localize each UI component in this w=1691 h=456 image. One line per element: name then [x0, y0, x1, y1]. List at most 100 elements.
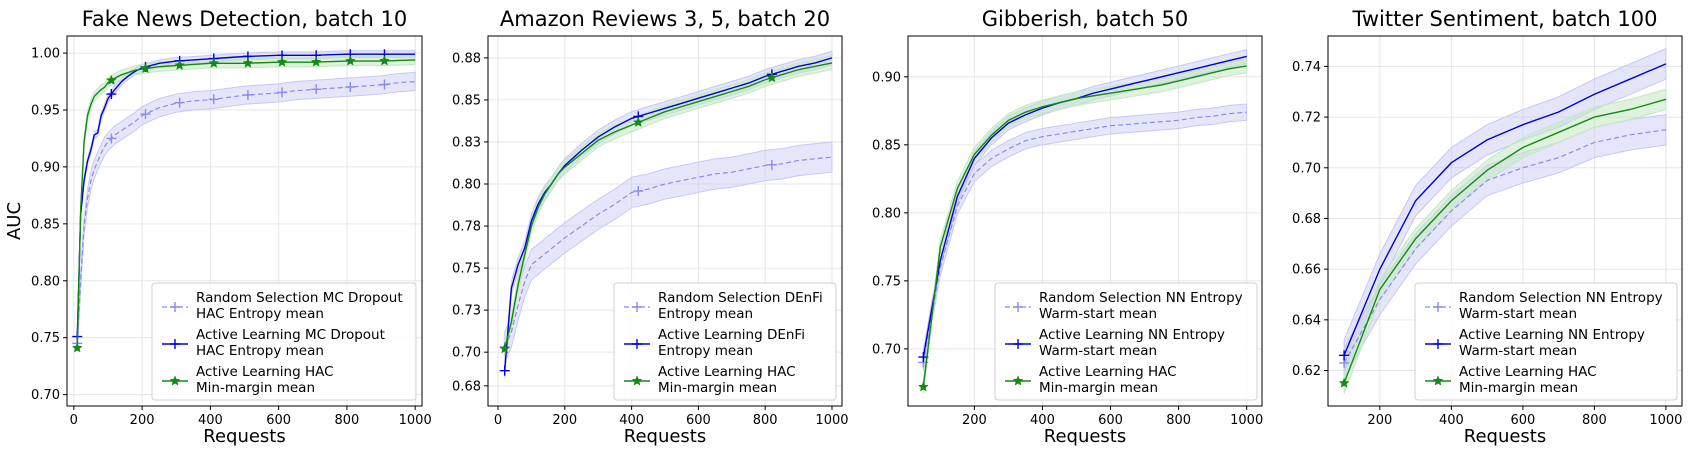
legend-label: Random Selection MC Dropout	[196, 290, 403, 306]
axes-frame	[1327, 35, 1683, 407]
data-point-marker	[242, 89, 253, 100]
y-tick-label: 0.88	[452, 51, 481, 66]
legend-label: HAC Entropy mean	[196, 306, 324, 322]
legend-marker	[1433, 339, 1443, 349]
x-axis-label: Requests	[624, 426, 707, 447]
data-point-marker	[140, 62, 151, 74]
data-point-marker	[499, 343, 511, 354]
chart-panel-4: 200 400 600 800 1000 0.62 0.64 0.66 0.68 0.70 0.72…	[1292, 7, 1683, 447]
data-point-marker	[310, 56, 322, 67]
chart-panel-1: 0 200 400 600 800 1000 0.70 0.75 0.80 0.85 0.90 0.9…	[4, 7, 432, 447]
data-point-marker	[174, 59, 186, 70]
data-point-marker	[344, 55, 356, 66]
legend-marker	[632, 339, 642, 349]
y-tick-label: 0.70	[872, 342, 901, 357]
series-line-2	[76, 53, 416, 337]
x-tick-label: 400	[1030, 413, 1055, 428]
series-line-3	[504, 62, 833, 349]
legend-box	[613, 282, 837, 401]
legend-label: Active Learning NN Entropy	[1039, 327, 1225, 343]
legend-label: Entropy mean	[658, 343, 753, 359]
data-point-marker	[379, 55, 390, 66]
legend-box	[994, 282, 1258, 401]
x-tick-label: 200	[130, 413, 155, 428]
x-tick-label: 600	[1098, 413, 1123, 428]
y-tick-label: 0.80	[31, 274, 60, 289]
x-tick-label: 600	[686, 413, 711, 428]
legend-marker	[170, 339, 180, 349]
series-band-1	[922, 103, 1248, 371]
series-line-3	[76, 59, 416, 348]
legend-label: Warm-start mean	[1459, 306, 1577, 322]
x-tick-label: 200	[1367, 413, 1392, 428]
axes-frame	[66, 35, 423, 407]
legend-label: Random Selection DEnFi	[658, 290, 823, 306]
x-axis-label: Requests	[203, 426, 286, 447]
y-tick-label: 0.70	[1292, 161, 1321, 176]
legend-box	[151, 282, 417, 401]
data-point-marker	[632, 116, 644, 128]
data-point-marker	[276, 56, 288, 67]
data-point-marker	[106, 133, 117, 144]
y-tick-label: 0.74	[1292, 60, 1321, 75]
legend-marker	[170, 302, 180, 312]
data-point-marker	[140, 109, 151, 120]
y-tick-label: 0.95	[31, 104, 60, 119]
y-tick-label: 0.73	[452, 304, 481, 319]
legend-marker	[1432, 375, 1444, 386]
data-point-marker	[71, 342, 83, 353]
data-point-marker	[242, 57, 254, 68]
legend-label: Random Selection NN Entropy	[1459, 290, 1663, 306]
data-point-marker	[1339, 350, 1350, 361]
series-line-1	[922, 111, 1247, 363]
legend-label: Active Learning HAC	[1039, 364, 1177, 380]
y-tick-label: 0.85	[872, 138, 901, 153]
legend-label: Entropy mean	[658, 306, 753, 322]
data-point-marker	[277, 87, 288, 98]
x-tick-label: 800	[753, 413, 778, 428]
x-tick-label: 600	[266, 413, 291, 428]
legend-label: Active Learning NN Entropy	[1459, 327, 1645, 343]
data-point-marker	[379, 79, 390, 90]
data-point-marker	[106, 89, 117, 100]
chart-panel-3: 200 400 600 800 1000 0.70 0.75 0.80 0.85 0.90 Gibb…	[872, 7, 1263, 447]
plot-area	[917, 48, 1248, 394]
x-tick-label: 600	[1510, 413, 1535, 428]
legend-label: HAC Entropy mean	[196, 343, 324, 359]
legend-label: Warm-start mean	[1459, 343, 1577, 359]
series-line-3	[922, 65, 1247, 388]
series-band-3	[76, 54, 416, 353]
legend-marker	[1012, 375, 1024, 386]
legend-marker	[169, 375, 181, 386]
y-tick-label: 0.75	[31, 331, 60, 346]
legend-label: Active Learning DEnFi	[658, 327, 805, 343]
y-tick-label: 0.70	[452, 346, 481, 361]
x-tick-label: 1000	[1649, 413, 1682, 428]
y-tick-label: 0.83	[452, 135, 481, 150]
y-tick-label: 1.00	[31, 47, 60, 62]
data-point-marker	[174, 97, 185, 108]
plot-area	[1338, 47, 1667, 394]
x-tick-label: 0	[70, 413, 78, 428]
x-tick-label: 200	[552, 413, 577, 428]
y-tick-label: 0.75	[872, 274, 901, 289]
axes-frame	[487, 35, 843, 407]
series-line-2	[922, 55, 1247, 358]
legend-marker	[1013, 302, 1023, 312]
series-band-2	[1343, 47, 1667, 371]
legend-label: Random Selection NN Entropy	[1039, 290, 1243, 306]
y-tick-label: 0.80	[872, 206, 901, 221]
y-tick-label: 0.85	[31, 217, 60, 232]
data-point-marker	[1338, 377, 1350, 388]
series-line-2	[504, 57, 833, 371]
y-tick-label: 0.78	[452, 220, 481, 235]
data-point-marker	[208, 94, 219, 105]
x-tick-label: 1000	[815, 413, 848, 428]
data-point-marker	[633, 186, 644, 197]
y-tick-label: 0.68	[1292, 212, 1321, 227]
x-tick-label: 800	[1166, 413, 1191, 428]
chart-title: Gibberish, batch 50	[982, 7, 1188, 31]
